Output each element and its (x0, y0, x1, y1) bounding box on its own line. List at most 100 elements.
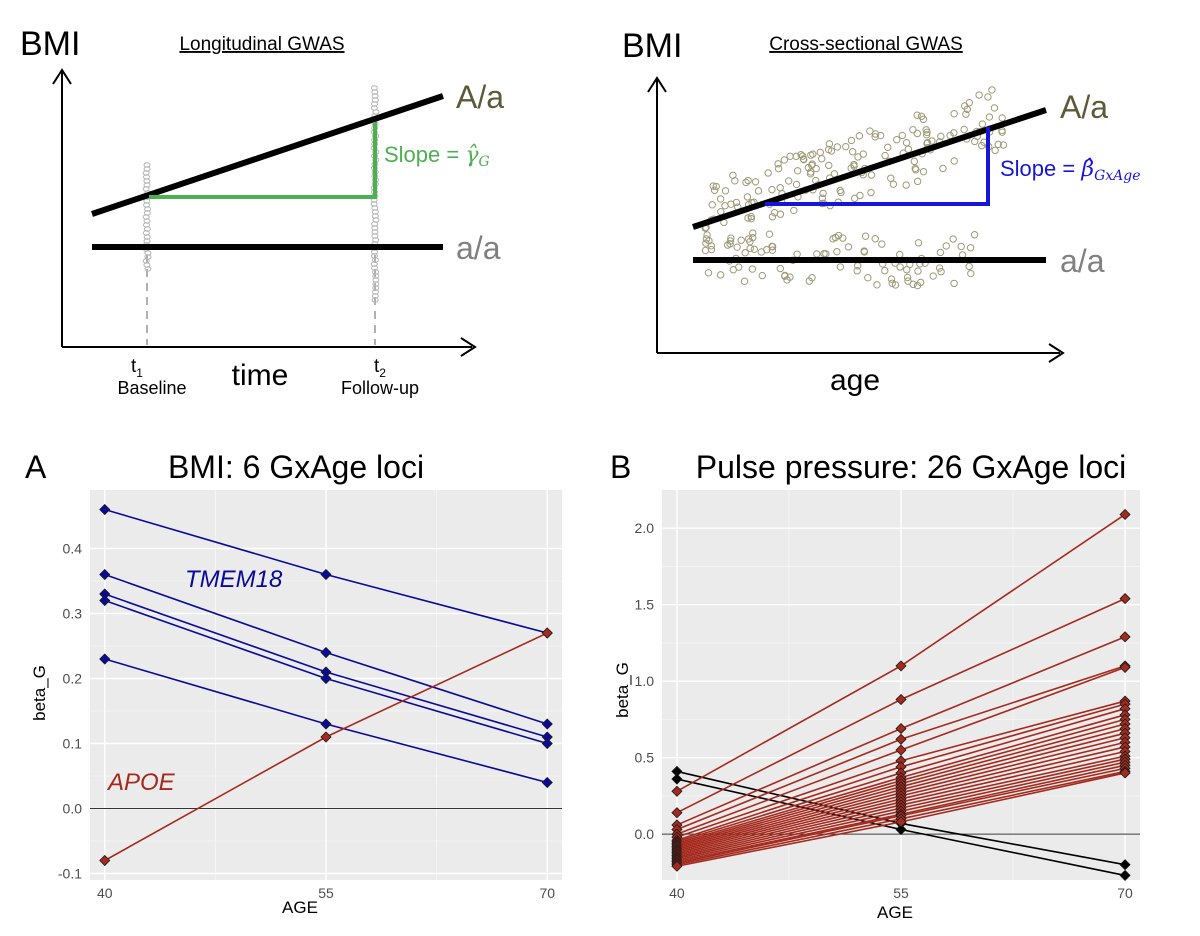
sample-dot (922, 131, 931, 139)
longitudinal-x-arrow-icon (460, 337, 477, 357)
sample-dot (978, 120, 987, 128)
panel-b-x-label: AGE (877, 903, 913, 922)
sample-dot (780, 156, 789, 164)
sample-dot (742, 178, 750, 187)
y-tick-label: 0.0 (63, 801, 83, 817)
sample-dot (887, 174, 895, 182)
panel-b-chart: 0.0 0.5 1.0 1.5 2.0 40 55 70 (635, 490, 1140, 901)
sample-dot (866, 127, 874, 135)
gamma-subscript: G (479, 154, 490, 170)
cross-sectional-x-label: age (830, 364, 880, 397)
sample-dot (881, 151, 889, 160)
sample-dot (833, 247, 841, 256)
data-point (895, 816, 907, 828)
sample-dot (816, 148, 824, 157)
sample-dot (727, 234, 735, 242)
sample-dot (836, 186, 844, 195)
sample-dot (732, 198, 741, 207)
data-point (1119, 661, 1131, 673)
sample-dot (799, 155, 808, 163)
y-tick-label: 2.0 (635, 520, 655, 536)
x-tick-label: 55 (893, 885, 909, 901)
sample-dot (740, 277, 749, 286)
sample-dot (911, 164, 919, 173)
sample-dot (792, 180, 801, 189)
sample-dot (757, 248, 766, 256)
sample-dot (844, 243, 853, 251)
sample-dot (830, 170, 839, 178)
cross-sectional-label-upper: A/a (1060, 89, 1108, 125)
data-point (541, 627, 553, 639)
gamma-symbol: γ̂ (465, 143, 479, 168)
sample-dot (860, 247, 868, 255)
sample-dot (893, 136, 901, 144)
sample-dot (950, 129, 958, 137)
y-tick-label: -0.1 (58, 866, 82, 882)
sample-dot (831, 233, 840, 242)
sample-dot (744, 235, 753, 243)
sample-dot (371, 297, 379, 303)
sample-dot (950, 110, 958, 118)
data-point (320, 646, 332, 659)
sample-dot (754, 187, 763, 195)
sample-dot (856, 191, 864, 200)
sample-dot (708, 201, 716, 209)
sample-dot (797, 151, 805, 159)
sample-dot (768, 185, 776, 194)
panel-a-letter: A (25, 449, 47, 485)
sample-dot (950, 157, 958, 165)
panel-b: B Pulse pressure: 26 GxAge loci 0.0 0.5 1.… (610, 449, 1140, 922)
data-point (320, 672, 332, 685)
sample-dot (970, 231, 979, 239)
sample-dot (913, 281, 922, 290)
sample-dot (961, 102, 969, 110)
t2-caption: Follow-up (341, 378, 419, 398)
y-tick-label: 0.2 (63, 671, 83, 687)
y-tick-label: 0.0 (635, 826, 655, 842)
sample-dot (984, 93, 992, 101)
sample-dot (764, 169, 772, 177)
x-tick-label: 40 (669, 885, 685, 901)
data-point (1119, 869, 1131, 881)
sample-dot (737, 236, 745, 244)
data-point (541, 776, 553, 789)
data-point (671, 807, 683, 819)
sample-dot (741, 249, 749, 257)
sample-dot (895, 250, 904, 259)
data-point (320, 718, 332, 730)
longitudinal-title: Longitudinal GWAS (179, 34, 344, 55)
sample-dot (726, 240, 734, 248)
sample-dot (913, 177, 922, 186)
data-point (895, 823, 907, 836)
x-tick-label: 55 (318, 885, 334, 901)
sample-dot (939, 164, 947, 173)
sample-dot (910, 157, 919, 166)
sample-dot (774, 160, 782, 168)
sample-dot (913, 111, 921, 119)
longitudinal-x-label: time (232, 359, 289, 392)
sample-dot (786, 273, 794, 281)
data-point (895, 744, 907, 756)
sample-dot (818, 194, 827, 202)
sample-dot (936, 248, 945, 257)
sample-dot (909, 280, 917, 289)
sample-dot (864, 273, 872, 282)
sample-dot (776, 264, 785, 273)
sample-dot (750, 245, 759, 254)
sample-dot (848, 147, 857, 156)
sample-dot (902, 181, 910, 189)
sample-dot (751, 178, 760, 186)
cross-sectional-title: Cross-sectional GWAS (769, 34, 963, 55)
sample-dot (919, 115, 928, 124)
sample-dot (949, 235, 957, 243)
sample-dot (871, 133, 879, 141)
sample-dot (749, 229, 757, 237)
longitudinal-label-lower: a/a (456, 230, 501, 266)
sample-dot (903, 273, 912, 282)
sample-dot (898, 131, 906, 140)
sample-dot (960, 125, 968, 134)
sample-dot (909, 126, 917, 134)
sample-dot (744, 176, 752, 185)
sample-dot (825, 140, 834, 148)
